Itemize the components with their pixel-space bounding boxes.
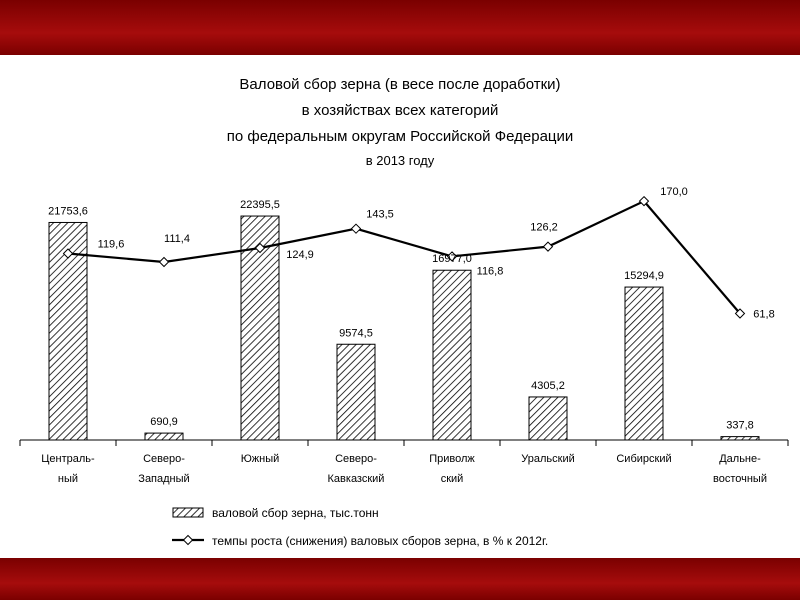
line-value-label: 119,6 (98, 238, 125, 250)
x-tick-label: Кавказский (328, 473, 385, 485)
bar-value-label: 4305,2 (531, 380, 565, 392)
bar-value-label: 9574,5 (339, 327, 373, 339)
line-point (446, 251, 458, 262)
bar (240, 215, 280, 441)
line-point (62, 248, 74, 259)
chart-subtitle: в 2013 году (365, 153, 435, 168)
chart-title-line-2: в хозяйствах всех категорий (301, 102, 499, 119)
legend-bar-label: валовой сбор зерна, тыс.тонн (212, 506, 379, 520)
bottom-decor-band (0, 558, 800, 600)
axis-layer: Централь-ный Северо- Западный Южный Северо- К… (19, 439, 789, 485)
bar (720, 436, 760, 441)
line-point (638, 195, 650, 207)
legend-line-marker (182, 534, 194, 546)
growth-rate-line (67, 199, 741, 315)
line-value-label: 111,4 (164, 233, 190, 245)
line-layer (62, 195, 746, 319)
bar-value-label: 22395,5 (240, 199, 280, 211)
legend-bar-swatch (172, 507, 204, 518)
line-value-label: 116,8 (477, 265, 504, 277)
x-tick-label: Приволж (429, 453, 475, 465)
bar-value-label: 15294,9 (624, 270, 664, 282)
chart-title-line-3: по федеральным округам Российской Федера… (226, 128, 574, 145)
line-point (350, 223, 362, 234)
x-tick-label: восточный (713, 473, 767, 485)
bar-value-label: 21753,6 (48, 205, 88, 217)
x-tick-label: Уральский (521, 453, 574, 465)
line-value-label: 170,0 (660, 186, 688, 198)
x-tick-label: Централь- (41, 453, 95, 465)
line-value-label: 126,2 (530, 222, 558, 234)
x-tick-label: Западный (138, 473, 189, 485)
bar-value-label: 690,9 (150, 416, 178, 428)
chart-title-line-1: Валовой сбор зерна (в весе после доработ… (239, 76, 561, 93)
x-tick-label: Северо- (143, 453, 185, 465)
bar-value-label: 16977,0 (432, 253, 472, 265)
line-point (254, 242, 266, 254)
x-tick-label: ный (58, 473, 78, 485)
x-tick-label: Южный (241, 453, 280, 465)
x-tick-label: ский (441, 473, 464, 485)
legend-line-label: темпы роста (снижения) валовых сборов зе… (212, 534, 548, 548)
bar (432, 269, 472, 441)
bar (624, 286, 664, 441)
legend-layer: валовой сбор зерна, тыс.тонн темпы роста … (172, 506, 548, 548)
bar (336, 343, 376, 441)
line-point (158, 256, 170, 268)
line-value-label: 124,9 (286, 249, 314, 261)
bars-layer (48, 215, 760, 441)
chart-title-block: Валовой сбор зерна (в весе после доработ… (0, 72, 800, 172)
line-point (734, 308, 746, 319)
line-point (542, 241, 554, 252)
bar-value-label: 337,8 (726, 420, 754, 432)
x-tick-label: Сибирский (616, 453, 671, 465)
bar (144, 432, 184, 441)
x-tick-label: Северо- (335, 453, 377, 465)
labels-layer: 21753,6 690,9 22395,5 9574,5 16977,0 4305,2 15… (48, 186, 775, 431)
x-tick-label: Дальне- (719, 453, 761, 465)
line-value-label: 61,8 (753, 309, 774, 321)
bar (528, 396, 568, 441)
top-decor-band (0, 0, 800, 55)
line-value-label: 143,5 (366, 209, 394, 221)
